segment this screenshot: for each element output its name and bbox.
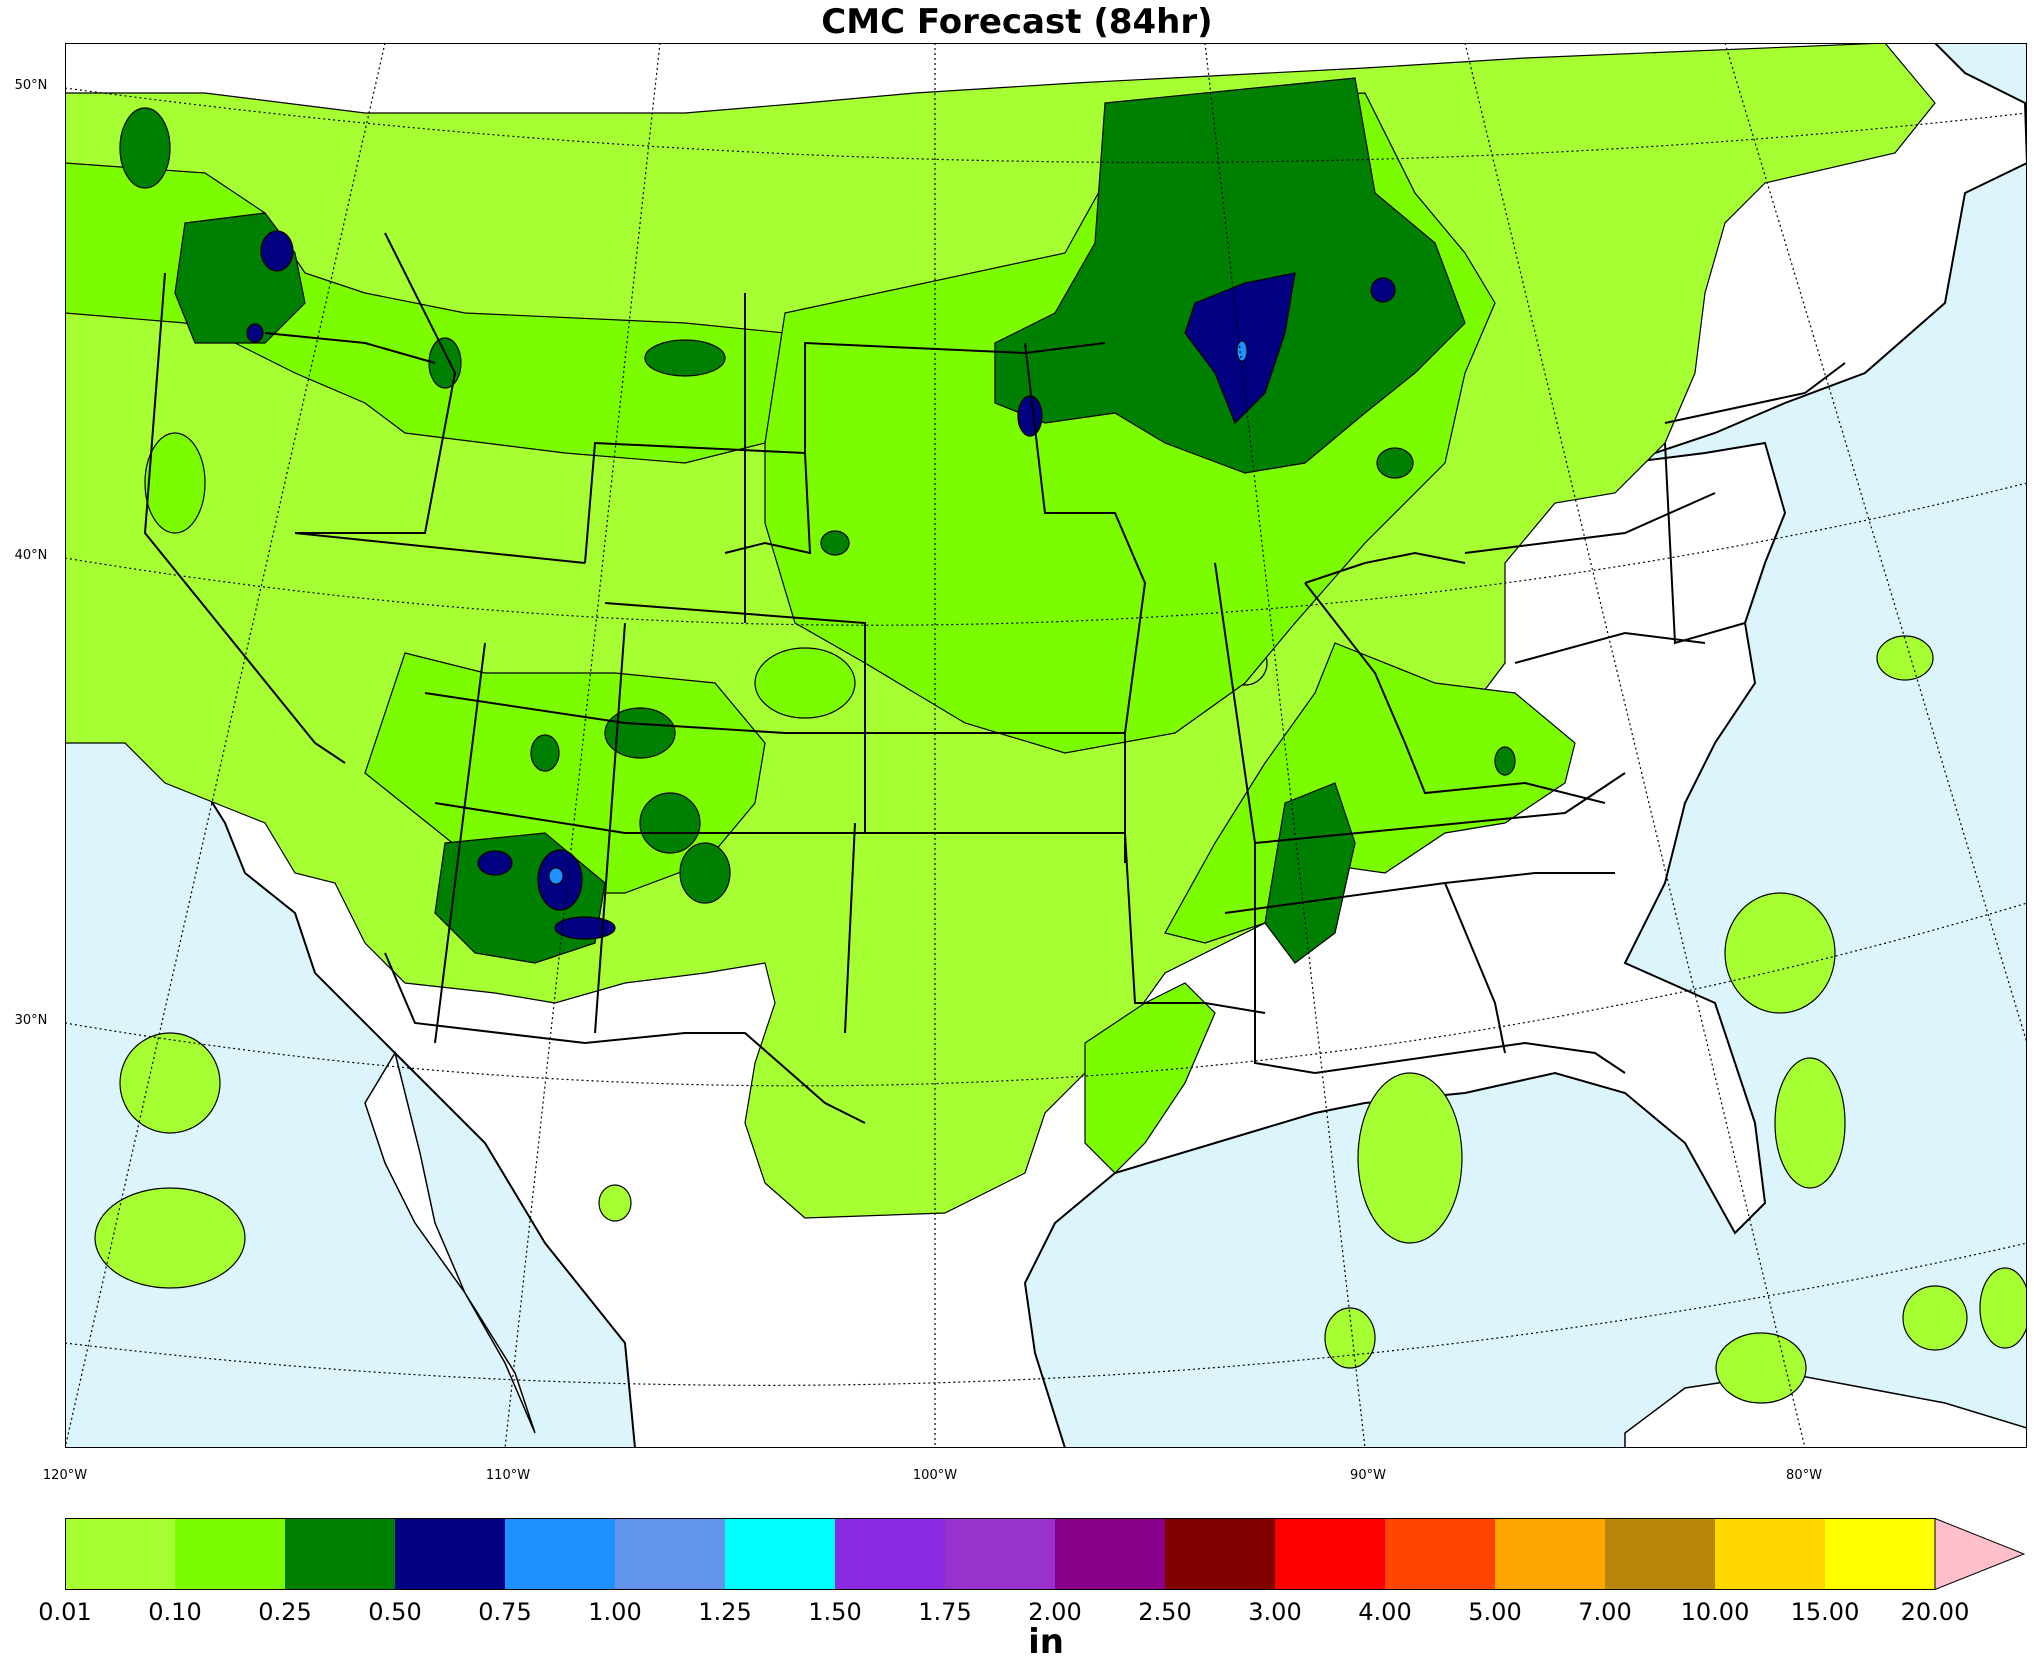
- lon-label-110w: 110°W: [485, 1468, 531, 1483]
- colorbar-swatch: [1055, 1518, 1165, 1590]
- colorbar-tick-label: 1.75: [918, 1598, 972, 1626]
- colorbar-swatch: [835, 1518, 945, 1590]
- colorbar-swatch: [1605, 1518, 1715, 1590]
- lat-label-30n: 30°N: [14, 1013, 48, 1028]
- colorbar-tick-label: 0.75: [478, 1598, 532, 1626]
- colorbar-tick-label: 10.00: [1680, 1598, 1750, 1626]
- colorbar-tick-label: 1.00: [588, 1598, 642, 1626]
- colorbar-extend-arrow: [1934, 1518, 2025, 1590]
- colorbar-swatch: [175, 1518, 285, 1590]
- precip-0-75-level: [548, 340, 1248, 885]
- colorbar-tick-label: 0.50: [368, 1598, 422, 1626]
- colorbar-unit-label: in: [1028, 1622, 1064, 1662]
- colorbar-tick-label: 2.00: [1028, 1598, 1082, 1626]
- graticule: [65, 43, 2027, 1448]
- colorbar-swatch: [1385, 1518, 1495, 1590]
- colorbar-swatch: [505, 1518, 615, 1590]
- colorbar-tick-label: 15.00: [1790, 1598, 1860, 1626]
- colorbar-swatch: [395, 1518, 505, 1590]
- lat-label-40n: 40°N: [14, 548, 48, 563]
- lon-label-80w: 80°W: [1786, 1468, 1822, 1483]
- colorbar-swatch: [1825, 1518, 1935, 1590]
- colorbar-tick-label: 1.50: [808, 1598, 862, 1626]
- colorbar-tick-label: 20.00: [1900, 1598, 1970, 1626]
- colorbar-tick-label: 5.00: [1468, 1598, 1522, 1626]
- colorbar-swatch: [1275, 1518, 1385, 1590]
- colorbar-tick-label: 0.25: [258, 1598, 312, 1626]
- lon-label-100w: 100°W: [912, 1468, 958, 1483]
- colorbar-frame: [65, 1518, 1936, 1590]
- colorbar-swatch: [1715, 1518, 1825, 1590]
- lat-label-50n: 50°N: [14, 78, 48, 93]
- precipitation-map: [65, 43, 2027, 1448]
- colorbar-tick-label: 0.10: [148, 1598, 202, 1626]
- colorbar-swatch: [945, 1518, 1055, 1590]
- colorbar-swatch: [1495, 1518, 1605, 1590]
- colorbar-swatch: [615, 1518, 725, 1590]
- colorbar-swatch: [725, 1518, 835, 1590]
- state-boundaries: [143, 232, 1846, 1124]
- colorbar-tick-label: 2.50: [1138, 1598, 1192, 1626]
- colorbar-tick-label: 0.01: [38, 1598, 92, 1626]
- colorbar-swatch: [1165, 1518, 1275, 1590]
- cuba: [1624, 1372, 2027, 1448]
- baja-california: [364, 1051, 536, 1434]
- precip-0-25-level: [119, 77, 1516, 964]
- colorbar-tick-label: 4.00: [1358, 1598, 1412, 1626]
- colorbar-tick-label: 7.00: [1578, 1598, 1632, 1626]
- lon-label-90w: 90°W: [1350, 1468, 1386, 1483]
- colorbar-tick-label: 1.25: [698, 1598, 752, 1626]
- colorbar-tick-label: 3.00: [1248, 1598, 1302, 1626]
- colorbar: [65, 1518, 2025, 1590]
- lon-label-120w: 120°W: [42, 1468, 88, 1483]
- map-title: CMC Forecast (84hr): [821, 2, 1213, 42]
- colorbar-swatch: [65, 1518, 175, 1590]
- colorbar-swatch: [285, 1518, 395, 1590]
